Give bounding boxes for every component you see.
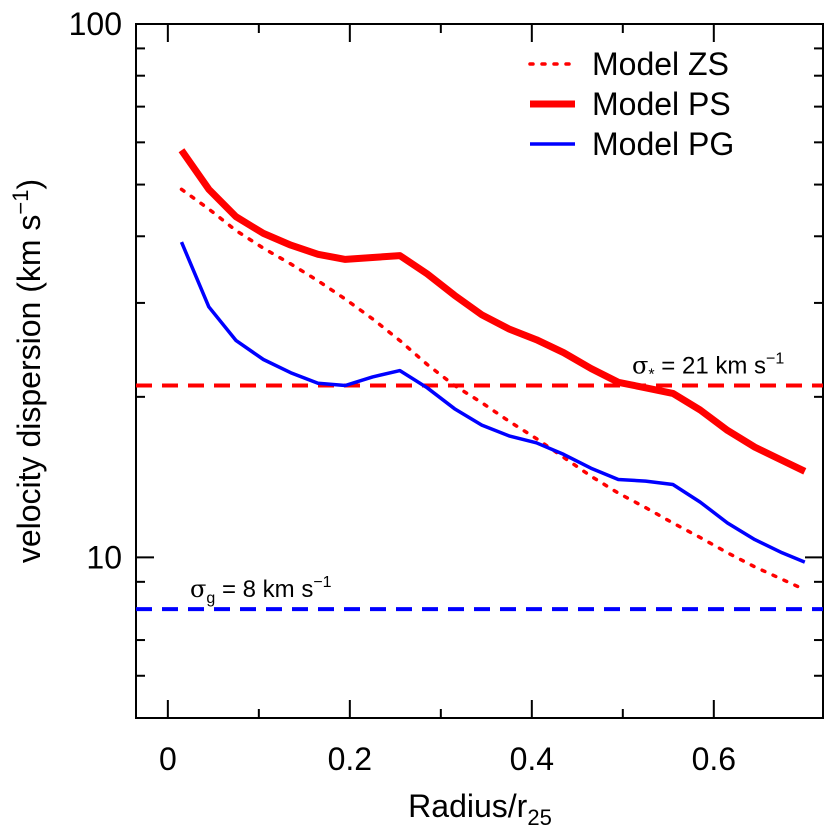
y-tick-labels: 10 100 <box>69 6 122 575</box>
reference-line-label: σg = 8 km s−1 <box>190 574 332 607</box>
legend-label: Model PG <box>592 126 734 162</box>
series-lines <box>178 148 807 592</box>
legend-label: Model PS <box>592 86 731 122</box>
plot-frame <box>135 23 824 719</box>
legend: Model ZS Model PS Model PG <box>528 46 734 162</box>
series-line <box>179 241 806 564</box>
legend-label: Model ZS <box>592 46 729 82</box>
x-tick-labels: 0 0.2 0.4 0.6 <box>159 741 736 777</box>
x-tick-label: 0.4 <box>510 741 554 777</box>
x-tick-label: 0.2 <box>328 741 372 777</box>
series-line <box>179 187 807 592</box>
x-tick-label: 0.6 <box>692 741 736 777</box>
reference-lines: σ* = 21 km s−1 σg = 8 km s−1 <box>136 351 823 612</box>
x-tick-label: 0 <box>159 741 177 777</box>
x-axis-title: Radius/r25 <box>408 788 552 830</box>
y-tick-label: 100 <box>69 6 122 42</box>
x-axis-title-subscript: 25 <box>527 805 551 830</box>
series-line <box>178 148 807 475</box>
y-axis-title: velocity dispersion (km s−1) <box>8 179 47 563</box>
y-tick-label: 10 <box>86 539 122 575</box>
y-axis-title-close: ) <box>11 179 47 190</box>
y-axis-title-superscript: −1 <box>8 190 33 215</box>
reference-line-label: σ* = 21 km s−1 <box>632 351 784 384</box>
